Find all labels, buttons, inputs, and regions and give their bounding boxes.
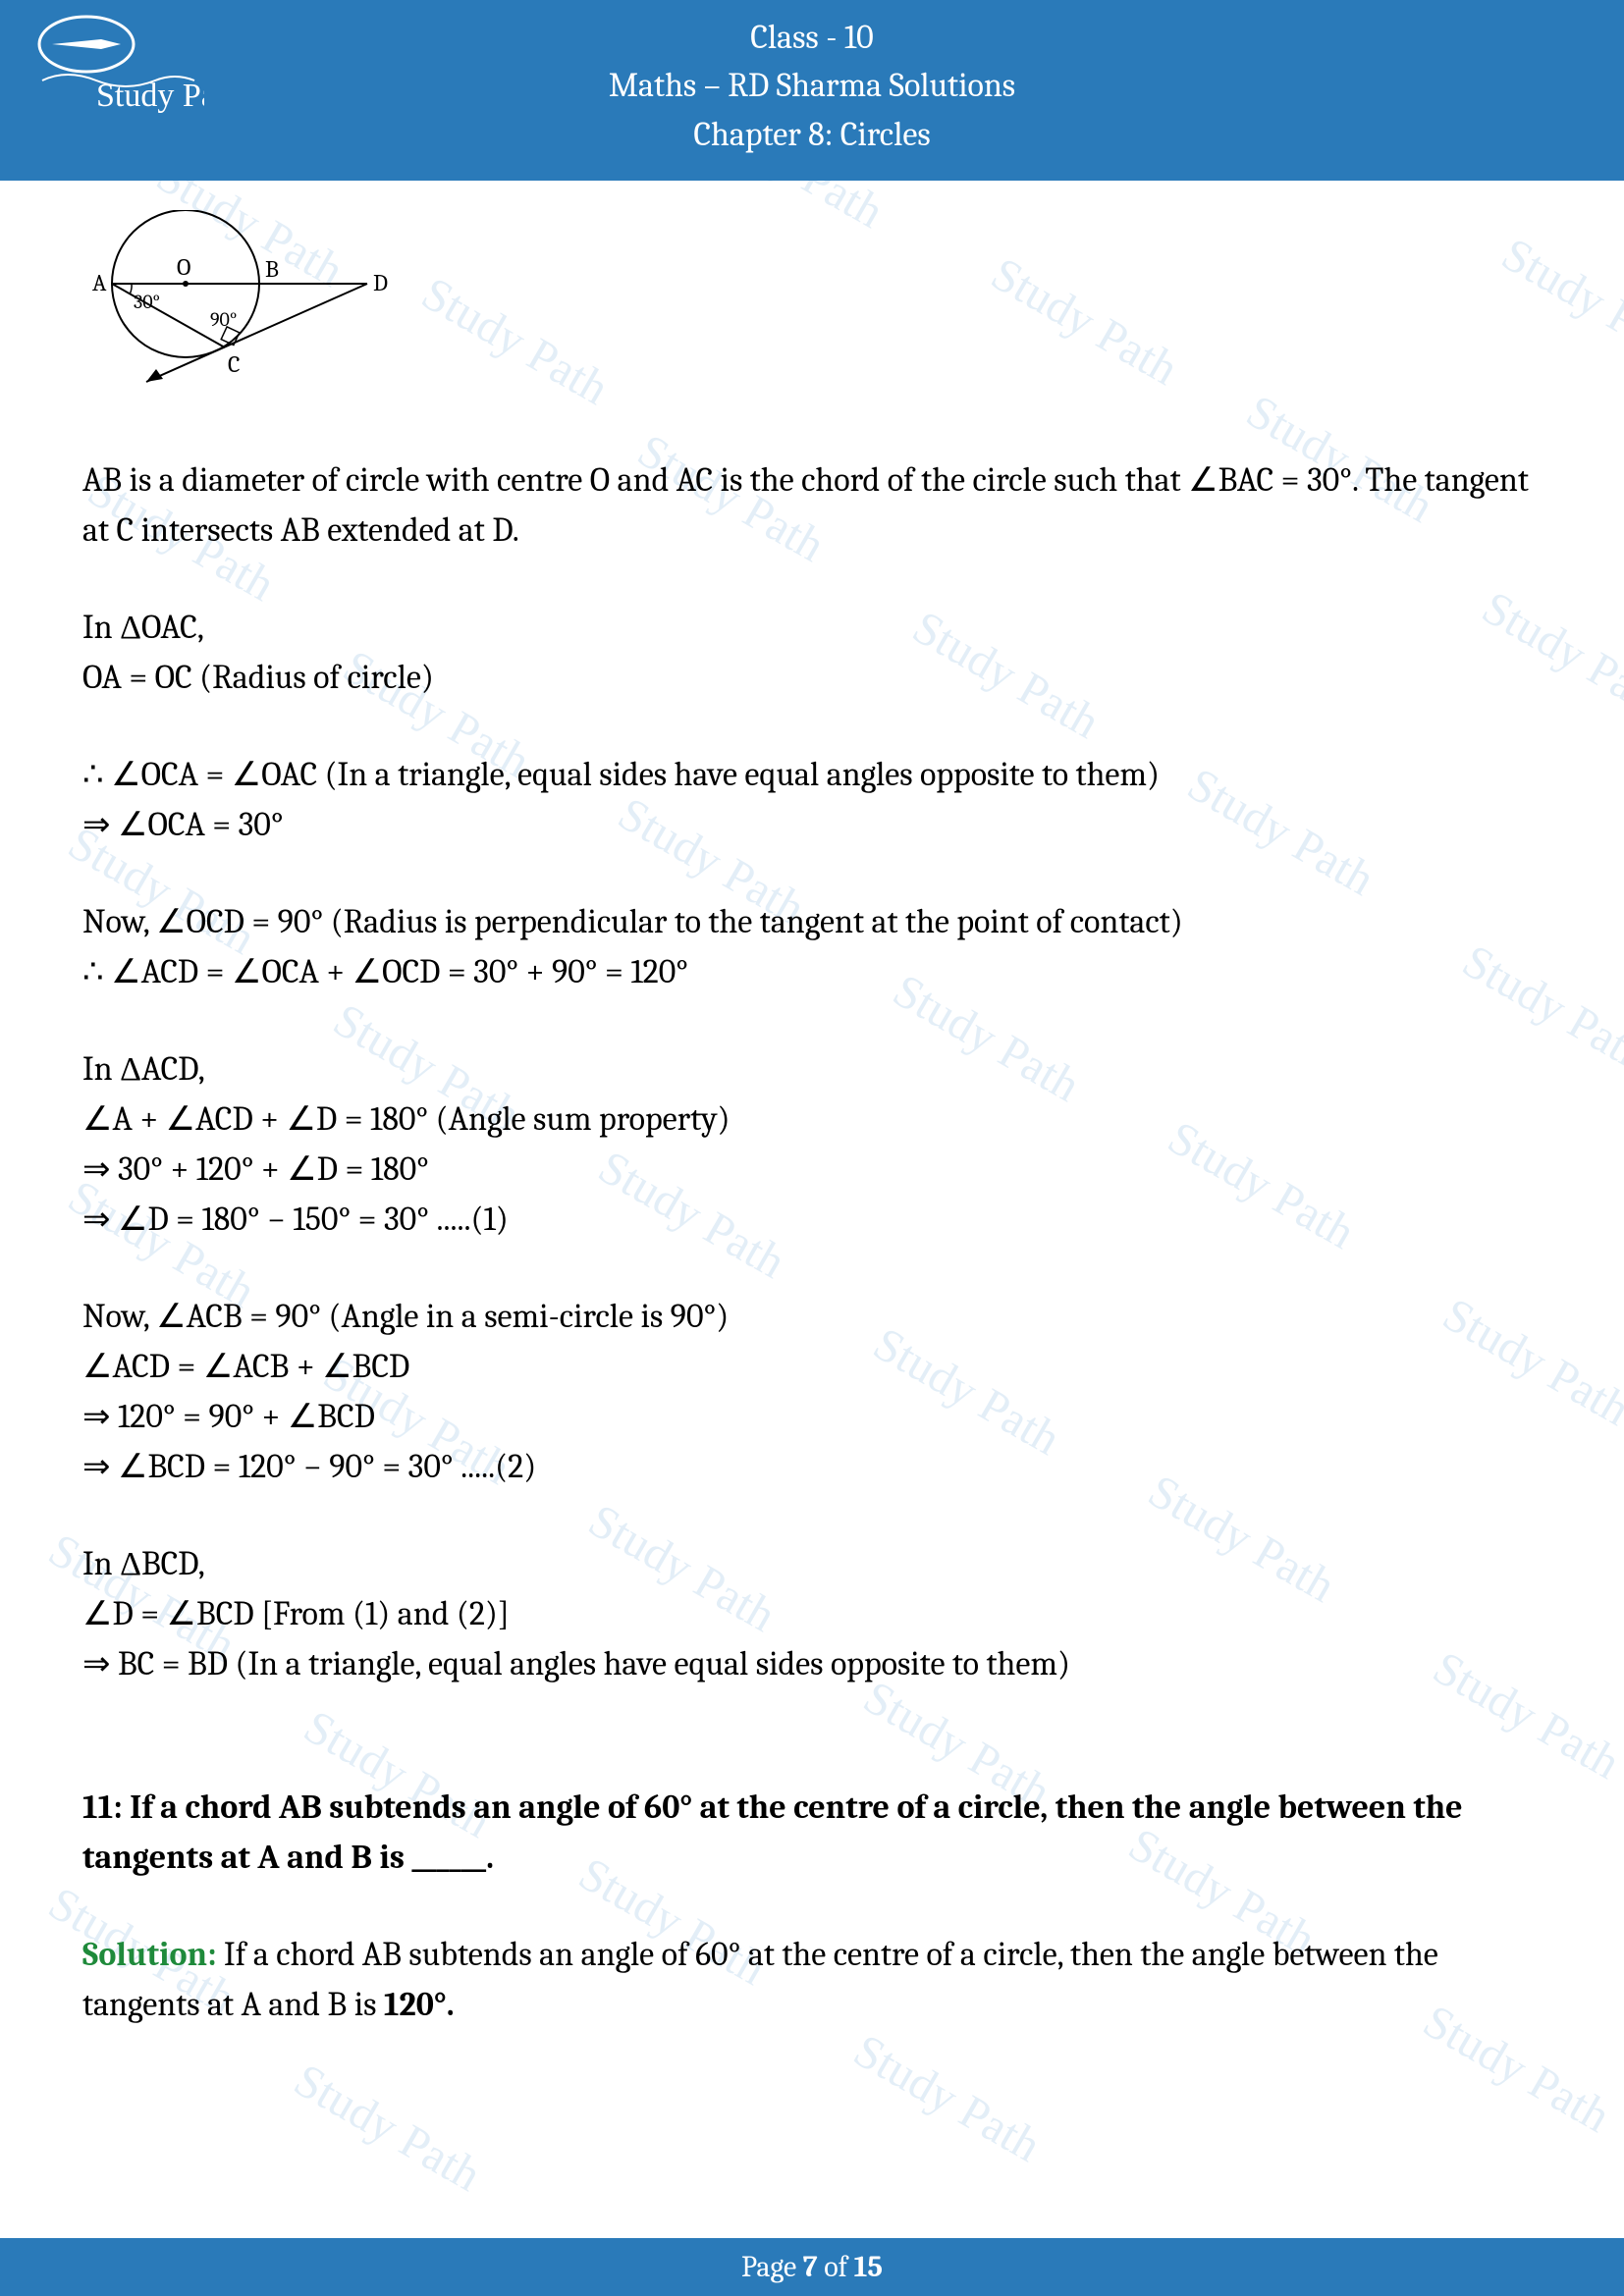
paragraph-bcd: In ΔBCD, ∠D = ∠BCD [From (1) and (2)] ⇒ … [82,1539,1542,1689]
paragraph-intro: AB is a diameter of circle with centre O… [82,455,1542,556]
footer-total-pages: 15 [854,2250,883,2284]
text-line: Now, ∠ACB = 90° (Angle in a semi-circle … [82,1292,1542,1342]
solution-text: If a chord AB subtends an angle of 60° a… [82,1935,1438,2024]
watermark-text: Study Path [285,2053,490,2202]
circle-diagram: A O B D C 30° 90° [73,210,406,401]
paragraph-ocd: Now, ∠OCD = 90° (Radius is perpendicular… [82,897,1542,997]
text-line: ⇒ BC = BD (In a triangle, equal angles h… [82,1639,1542,1689]
footer-middle: of [818,2250,854,2284]
header-chapter: Chapter 8: Circles [0,111,1624,159]
svg-text:O: O [177,253,190,281]
page-content: A O B D C 30° 90° AB is a diameter of ci… [0,181,1624,2030]
text-line: In ΔBCD, [82,1539,1542,1589]
text-line: ∠ACD = ∠ACB + ∠BCD [82,1342,1542,1392]
paragraph-oac: In ΔOAC, OA = OC (Radius of circle) [82,603,1542,703]
svg-text:D: D [373,269,388,296]
header-class: Class - 10 [0,14,1624,62]
svg-text:Study Path: Study Path [96,78,204,114]
page-footer: Page 7 of 15 [0,2238,1624,2296]
header-subject: Maths – RD Sharma Solutions [0,62,1624,110]
footer-prefix: Page [741,2250,803,2284]
paragraph-oca: ∴ ∠OCA = ∠OAC (In a triangle, equal side… [82,750,1542,850]
text-line: OA = OC (Radius of circle) [82,653,1542,703]
text-line: ∴ ∠OCA = ∠OAC (In a triangle, equal side… [82,750,1542,800]
svg-text:30°: 30° [134,291,160,313]
text-line: ⇒ ∠D = 180° − 150° = 30° .....(1) [82,1195,1542,1245]
text-line: In ΔACD, [82,1044,1542,1095]
text-line: In ΔOAC, [82,603,1542,653]
svg-text:C: C [228,350,240,378]
solution-label: Solution: [82,1935,217,1974]
study-path-logo: Study Path [27,10,204,118]
svg-text:A: A [92,269,107,296]
svg-text:B: B [265,255,279,283]
footer-current-page: 7 [803,2250,818,2284]
text-line: ⇒ ∠OCA = 30° [82,800,1542,850]
solution-answer: 120°. [384,1985,455,2024]
solution-11: Solution: If a chord AB subtends an angl… [82,1930,1542,2030]
text-line: ⇒ ∠BCD = 120° − 90° = 30° .....(2) [82,1442,1542,1492]
watermark-text: Study Path [844,2023,1050,2172]
question-11: 11: If a chord AB subtends an angle of 6… [82,1783,1542,1883]
text-line: ∴ ∠ACD = ∠OCA + ∠OCD = 30° + 90° = 120° [82,947,1542,997]
svg-text:90°: 90° [210,308,237,331]
text-line: Now, ∠OCD = 90° (Radius is perpendicular… [82,897,1542,947]
paragraph-acb: Now, ∠ACB = 90° (Angle in a semi-circle … [82,1292,1542,1492]
page-header: Study Path Class - 10 Maths – RD Sharma … [0,0,1624,181]
text-line: ⇒ 120° = 90° + ∠BCD [82,1392,1542,1442]
paragraph-acd: In ΔACD, ∠A + ∠ACD + ∠D = 180° (Angle su… [82,1044,1542,1245]
text-line: ∠D = ∠BCD [From (1) and (2)] [82,1589,1542,1639]
text-line: ∠A + ∠ACD + ∠D = 180° (Angle sum propert… [82,1095,1542,1145]
text-line: ⇒ 30° + 120° + ∠D = 180° [82,1145,1542,1195]
